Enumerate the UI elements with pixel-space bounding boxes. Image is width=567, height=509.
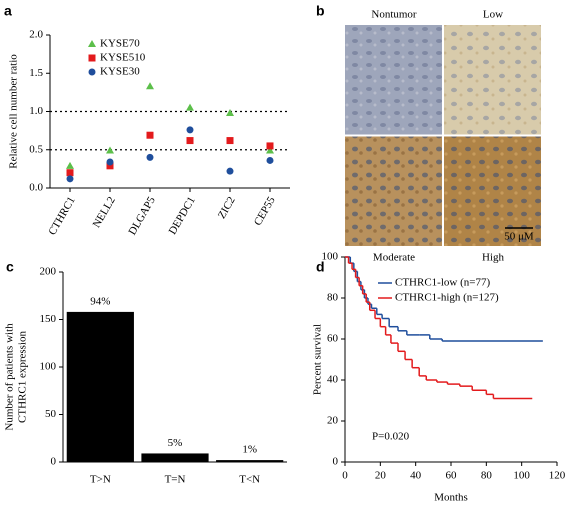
y-tick-label: 1.0 [29,105,43,117]
bar [216,460,284,462]
point [146,153,154,161]
y-tick-label: 200 [40,266,57,278]
image-label: Nontumor [371,9,417,21]
x-tick-label: 80 [481,470,493,482]
point [66,169,74,177]
y-tick-label: 50 [45,408,57,420]
point [266,156,274,164]
x-tick-label: CTHRC1 [46,195,77,238]
point [226,109,234,117]
image-label: Moderate [373,252,415,264]
bar [66,311,134,462]
point [88,68,96,76]
y-tick-label: 60 [327,333,339,345]
y-tick-label: 150 [40,313,57,325]
point [266,142,274,150]
x-tick-label: T>N [90,474,111,486]
x-tick-label: DEPDC1 [167,195,198,237]
ihc-image [444,25,541,135]
legend-label: CTHRC1-low (n=77) [395,277,490,289]
point [186,137,194,145]
x-tick-label: 60 [446,470,458,482]
point [106,162,114,170]
ihc-image [345,25,442,135]
y-tick-label: 100 [40,361,57,373]
x-axis-label: Months [434,492,468,504]
y-tick-label: 2.0 [29,29,43,41]
y-tick-label: 0 [333,456,339,468]
x-tick-label: ZIC2 [216,195,238,221]
y-tick-label: 0.0 [29,182,43,194]
x-tick-label: CEP55 [252,194,278,227]
legend-label: KYSE30 [100,66,140,78]
point [106,146,114,154]
panel-letter: a [4,3,12,19]
point [106,158,114,166]
point [146,82,154,90]
panel-letter: b [316,3,325,19]
legend-label: CTHRC1-high (n=127) [395,292,499,304]
y-tick-label: 80 [327,292,339,304]
y-tick-label: 20 [327,415,339,427]
y-tick-label: 0 [51,456,57,468]
scale-label: 50 μM [504,231,534,243]
y-tick-label: 40 [327,374,339,386]
bar [141,453,209,462]
y-axis-label: Number of patients with [4,323,16,431]
image-label: Low [483,9,503,21]
y-tick-label: 0.5 [29,143,43,155]
value-label: 1% [242,444,257,456]
panel-letter: c [6,259,14,275]
x-tick-label: T<N [239,474,260,486]
x-tick-label: DLGAP5 [126,194,158,237]
ihc-image [345,136,442,246]
x-tick-label: 0 [342,470,348,482]
point [226,137,234,145]
y-tick-label: 1.5 [29,67,43,79]
image-label: High [482,252,505,264]
x-tick-label: NELL2 [91,195,118,230]
point [226,167,234,175]
point [88,40,96,47]
x-tick-label: 20 [375,470,387,482]
y-axis-label: Relative cell number ratio [8,54,20,169]
y-tick-label: 100 [322,251,339,263]
point [186,103,194,111]
value-label: 94% [90,295,110,307]
annotation: P=0.020 [372,431,410,443]
y-axis-label: Percent survival [312,324,324,395]
point [146,131,154,139]
point [266,146,274,154]
legend-label: KYSE70 [100,38,140,50]
x-tick-label: T=N [165,474,186,486]
x-tick-label: 100 [513,470,530,482]
y-axis-label: CTHRC1 expression [17,331,29,423]
point [88,54,96,62]
legend-label: KYSE510 [100,52,146,64]
point [186,126,194,134]
x-tick-label: 40 [410,470,422,482]
panel-letter: d [316,259,325,275]
point [66,175,74,183]
x-tick-label: 120 [549,470,566,482]
point [66,161,74,169]
value-label: 5% [168,437,183,449]
